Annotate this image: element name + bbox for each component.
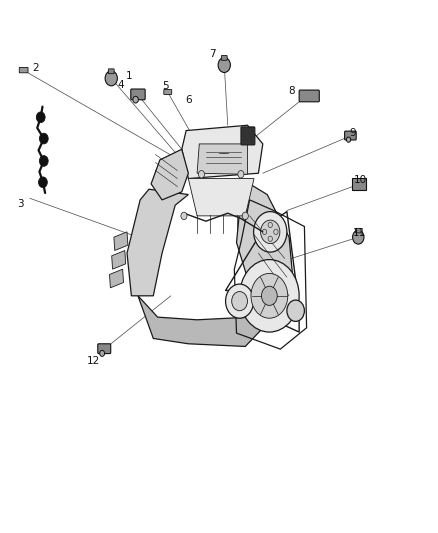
- FancyBboxPatch shape: [131, 89, 145, 100]
- Polygon shape: [188, 179, 254, 216]
- Text: 11: 11: [353, 229, 366, 238]
- Text: 1: 1: [126, 71, 133, 80]
- Circle shape: [261, 220, 280, 244]
- Circle shape: [268, 236, 272, 241]
- Circle shape: [133, 96, 138, 103]
- Polygon shape: [112, 251, 126, 269]
- Circle shape: [218, 58, 230, 72]
- Text: 4: 4: [117, 80, 124, 90]
- Circle shape: [181, 212, 187, 220]
- Polygon shape: [114, 232, 128, 251]
- FancyBboxPatch shape: [98, 344, 111, 353]
- Circle shape: [353, 230, 364, 244]
- Circle shape: [100, 350, 105, 357]
- Polygon shape: [237, 184, 293, 306]
- Text: 6: 6: [185, 95, 192, 105]
- Polygon shape: [110, 269, 124, 288]
- Circle shape: [39, 177, 47, 188]
- FancyBboxPatch shape: [164, 90, 172, 94]
- Circle shape: [261, 286, 277, 305]
- Circle shape: [287, 300, 304, 321]
- FancyBboxPatch shape: [241, 127, 255, 145]
- Circle shape: [36, 112, 45, 123]
- Circle shape: [39, 133, 48, 144]
- Text: 3: 3: [17, 199, 24, 208]
- Text: 7: 7: [208, 50, 215, 59]
- Circle shape: [274, 229, 278, 235]
- Text: 8: 8: [288, 86, 295, 95]
- Circle shape: [254, 212, 287, 252]
- Text: 12: 12: [87, 357, 100, 366]
- Bar: [352, 178, 366, 190]
- Circle shape: [238, 171, 244, 178]
- Circle shape: [268, 222, 272, 228]
- Text: 2: 2: [32, 63, 39, 73]
- FancyBboxPatch shape: [19, 68, 28, 73]
- Polygon shape: [197, 144, 247, 174]
- Polygon shape: [182, 125, 263, 179]
- Text: 10: 10: [353, 175, 367, 185]
- FancyBboxPatch shape: [108, 69, 114, 74]
- Circle shape: [39, 156, 48, 166]
- Text: 5: 5: [162, 82, 169, 91]
- FancyBboxPatch shape: [299, 90, 319, 102]
- Circle shape: [251, 273, 288, 318]
- Circle shape: [105, 71, 117, 86]
- Circle shape: [346, 137, 351, 142]
- Text: 9: 9: [349, 128, 356, 138]
- FancyBboxPatch shape: [345, 131, 356, 140]
- Circle shape: [226, 284, 254, 318]
- Circle shape: [242, 212, 248, 220]
- Circle shape: [232, 292, 247, 311]
- FancyBboxPatch shape: [221, 55, 227, 60]
- Circle shape: [240, 260, 299, 332]
- Polygon shape: [138, 296, 261, 346]
- Polygon shape: [151, 149, 188, 200]
- Polygon shape: [127, 189, 188, 296]
- Circle shape: [198, 171, 205, 178]
- FancyBboxPatch shape: [356, 228, 361, 233]
- Circle shape: [262, 229, 267, 235]
